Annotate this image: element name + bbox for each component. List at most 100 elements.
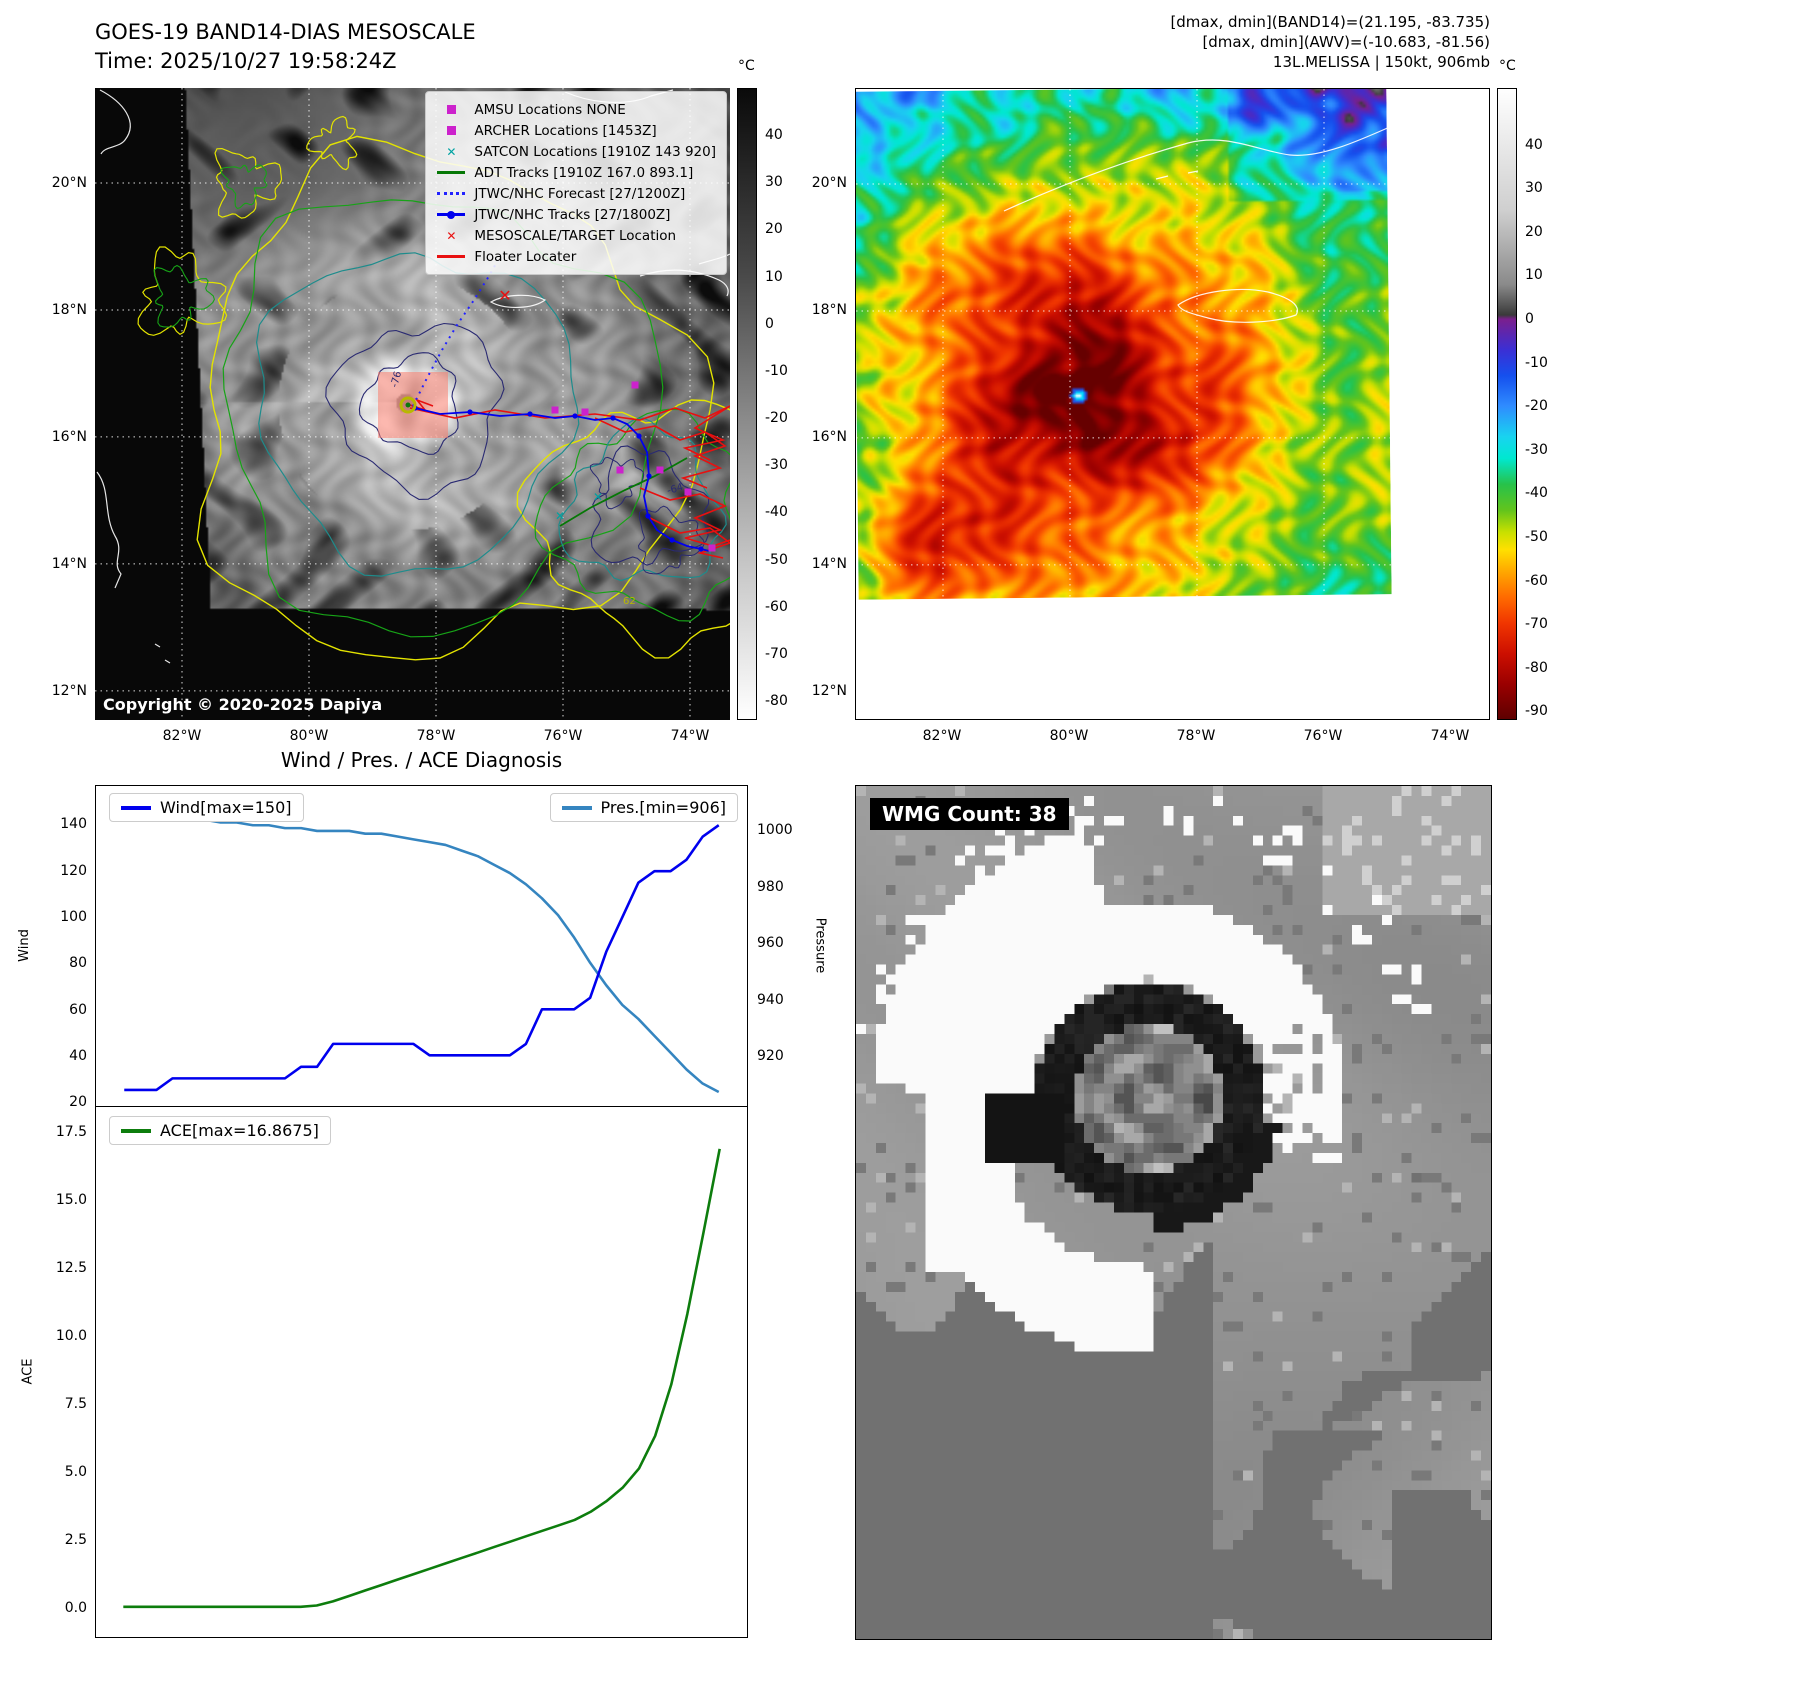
ir-color-satellite-map	[855, 88, 1490, 720]
colorbar-tick-label: -70	[765, 645, 788, 662]
colorbar-tick-label: 20	[765, 221, 783, 238]
wind-legend-label: Wind[max=150]	[160, 798, 292, 817]
chart-top-plot	[124, 812, 720, 1094]
colorbar-tick-label: -80	[765, 693, 788, 710]
legend-label: ARCHER Locations [1453Z]	[474, 122, 657, 139]
coastline	[1445, 284, 1485, 300]
band14-satellite-map: ✕ ✕ ✕ -76 -64 62 AMSU Locations NONE ARCHER Lo…	[95, 88, 730, 720]
colorbar-tick-label: -80	[1525, 659, 1548, 676]
ace-axis-label: ACE	[20, 1358, 36, 1385]
legend-label: ADT Tracks [1910Z 167.0 893.1]	[474, 164, 694, 181]
lat-tick-label: 20°N	[51, 174, 87, 191]
colorbar-tick-label: -50	[765, 551, 788, 568]
y-tick-label: 12.5	[55, 1259, 87, 1276]
lat-tick-label: 20°N	[811, 174, 847, 191]
y-tick-label: 940	[757, 991, 784, 1008]
legend-label: JTWC/NHC Forecast [27/1200Z]	[474, 185, 686, 202]
y-tick-label: 2.5	[64, 1531, 87, 1548]
y-tick-label: 15.0	[55, 1191, 87, 1208]
colorbar-tick-label: 30	[1525, 180, 1543, 197]
colorbar-tick-label: 20	[1525, 223, 1543, 240]
y-tick-label: 980	[757, 878, 784, 895]
ace-line	[123, 1148, 721, 1609]
line-dot-marker-icon	[436, 210, 466, 219]
wind-legend: Wind[max=150]	[109, 793, 304, 822]
lat-tick-label: 16°N	[51, 428, 87, 445]
y-tick-label: 960	[757, 935, 784, 952]
y-tick-label: 920	[757, 1048, 784, 1065]
legend-item: ARCHER Locations [1453Z]	[436, 120, 716, 141]
goes-title: GOES-19 BAND14-DIAS MESOSCALE	[95, 20, 476, 44]
y-tick-label: 120	[60, 862, 87, 879]
colorbar-tick-label: -40	[765, 504, 788, 521]
legend-label: MESOSCALE/TARGET Location	[474, 227, 677, 244]
coastline	[1459, 244, 1485, 255]
lon-tick-label: 78°W	[416, 728, 456, 744]
y-tick-label: 140	[60, 816, 87, 833]
legend-label: AMSU Locations NONE	[474, 101, 626, 118]
legend-label: SATCON Locations [1910Z 143 920]	[474, 143, 716, 160]
legend-item: JTWC/NHC Tracks [27/1800Z]	[436, 204, 716, 225]
pressure-legend-label: Pres.[min=906]	[600, 798, 726, 817]
chart-bottom-plot	[123, 1148, 721, 1609]
colorbar-tick-label: -50	[1525, 528, 1548, 545]
lat-tick-label: 16°N	[811, 428, 847, 445]
band14-colorbar-unit: °C	[738, 58, 755, 74]
legend-item: JTWC/NHC Forecast [27/1200Z]	[436, 183, 716, 204]
y-tick-label: 0.0	[64, 1600, 87, 1617]
goes-time: Time: 2025/10/27 19:58:24Z	[95, 49, 397, 73]
ir-color-satellite-canvas	[856, 89, 1392, 600]
lat-tick-label: 14°N	[811, 555, 847, 572]
legend-item: ✕ MESOSCALE/TARGET Location	[436, 225, 716, 246]
copyright-text: Copyright © 2020-2025 Dapiya	[103, 695, 383, 714]
colorbar-tick-label: 40	[1525, 136, 1543, 153]
y-tick-label: 1000	[757, 822, 793, 839]
coastline	[1447, 256, 1487, 270]
pressure-axis-label: Pressure	[812, 917, 828, 974]
ace-line-swatch	[121, 1128, 151, 1133]
y-tick-label: 7.5	[64, 1395, 87, 1412]
colorbar-tick-label: -70	[1525, 616, 1548, 633]
lat-tick-label: 18°N	[811, 301, 847, 318]
lon-tick-label: 74°W	[1430, 728, 1470, 744]
y-tick-label: 10.0	[55, 1327, 87, 1344]
lon-tick-label: 78°W	[1176, 728, 1216, 744]
legend-label: JTWC/NHC Tracks [27/1800Z]	[474, 206, 671, 223]
wmg-pixel-canvas	[856, 786, 1491, 1639]
dotted-marker-icon	[436, 192, 466, 195]
colorbar-tick-label: 0	[765, 315, 774, 332]
legend-item: ✕ SATCON Locations [1910Z 143 920]	[436, 141, 716, 162]
y-tick-label: 60	[69, 1001, 87, 1018]
y-tick-label: 17.5	[55, 1123, 87, 1140]
lat-tick-label: 18°N	[51, 301, 87, 318]
legend-item: AMSU Locations NONE	[436, 99, 716, 120]
lat-tick-label: 14°N	[51, 555, 87, 572]
line-marker-icon	[436, 255, 466, 258]
lon-tick-label: 76°W	[543, 728, 583, 744]
square-marker-icon	[436, 105, 466, 114]
goes-title-block: GOES-19 BAND14-DIAS MESOSCALE Time: 2025…	[95, 18, 476, 76]
band14-colorbar	[737, 88, 757, 720]
storm-info-header: [dmax, dmin](BAND14)=(21.195, -83.735) […	[1000, 12, 1490, 72]
wmg-count-label: WMG Count: 38	[870, 798, 1069, 830]
ir-colorbar-unit: °C	[1499, 58, 1516, 74]
colorbar-tick-label: -90	[1525, 703, 1548, 720]
y-tick-label: 100	[60, 909, 87, 926]
colorbar-tick-label: -60	[1525, 572, 1548, 589]
y-tick-label: 40	[69, 1048, 87, 1065]
x-marker-icon: ✕	[446, 228, 457, 243]
colorbar-tick-label: -30	[765, 457, 788, 474]
pressure-legend: Pres.[min=906]	[549, 793, 738, 822]
storm-id-intensity: 13L.MELISSA | 150kt, 906mb	[1272, 53, 1490, 71]
colorbar-tick-label: -60	[765, 598, 788, 615]
colorbar-tick-label: -10	[765, 362, 788, 379]
colorbar-tick-label: -20	[765, 410, 788, 427]
lon-tick-label: 82°W	[922, 728, 962, 744]
pressure-line	[124, 812, 720, 1094]
y-tick-label: 5.0	[64, 1463, 87, 1480]
coastline	[1427, 124, 1456, 182]
colorbar-tick-label: 0	[1525, 311, 1534, 327]
colorbar-tick-label: 30	[765, 174, 783, 191]
pressure-line-swatch	[561, 805, 592, 810]
wind-line-swatch	[121, 805, 151, 810]
